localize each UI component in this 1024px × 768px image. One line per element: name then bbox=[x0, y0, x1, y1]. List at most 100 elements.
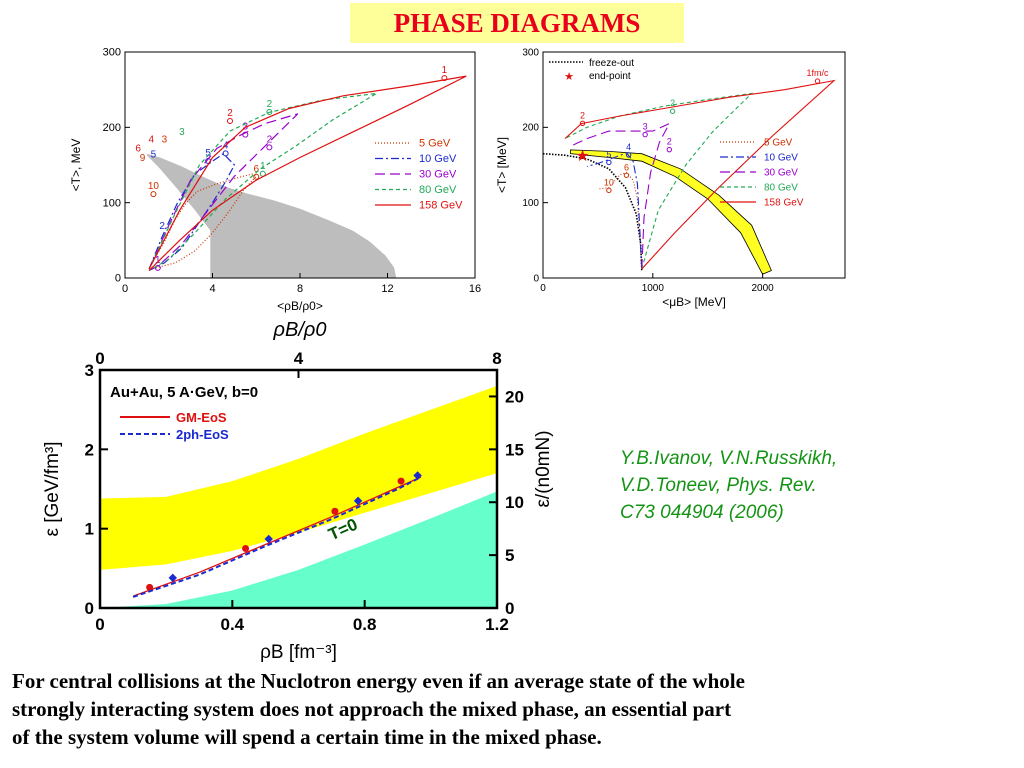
time-label: 2 bbox=[227, 108, 233, 119]
series-line bbox=[564, 79, 836, 270]
time-label: 4 bbox=[148, 134, 154, 145]
top-tick-label: 4 bbox=[294, 349, 304, 368]
right-tick-label: 10 bbox=[505, 493, 524, 512]
y-tick-label: 3 bbox=[85, 361, 94, 380]
legend-label: 10 GeV bbox=[764, 152, 798, 163]
y-tick-label: 1 bbox=[85, 520, 94, 539]
legend-label: 80 GeV bbox=[764, 182, 798, 193]
right-tick-label: 0 bbox=[505, 599, 514, 618]
mixed-phase-band bbox=[570, 149, 772, 275]
series-line bbox=[570, 122, 671, 270]
legend-label: end-point bbox=[589, 71, 631, 82]
data-point bbox=[625, 152, 632, 158]
y-tick-label: 200 bbox=[522, 123, 539, 134]
series-line bbox=[148, 152, 236, 272]
data-point bbox=[397, 477, 405, 485]
time-label: 1fm/c bbox=[807, 68, 830, 78]
time-label: 6 bbox=[624, 162, 629, 172]
time-label: 3 bbox=[643, 122, 648, 132]
data-point bbox=[264, 534, 273, 544]
chart-title: Au+Au, 5 A·GeV, b=0 bbox=[110, 384, 258, 401]
y2-axis-label: ε/(n0mN) bbox=[533, 430, 554, 507]
data-point bbox=[253, 173, 260, 180]
chart-mu-temperature: 6 10 4 5 3 2 2 1fm/c 2 ★ 0 1000 2000 0 100 200 300 freeze… bbox=[495, 47, 846, 309]
data-point bbox=[441, 75, 448, 82]
x-tick-label: 16 bbox=[469, 283, 481, 295]
data-point bbox=[266, 144, 273, 151]
data-point bbox=[146, 583, 154, 591]
legend-label: 5 GeV bbox=[419, 138, 451, 150]
legend-label: freeze-out bbox=[589, 58, 634, 69]
top-tick-label: 8 bbox=[492, 349, 501, 368]
data-point bbox=[606, 159, 612, 166]
caption-line: For central collisions at the Nuclotron … bbox=[12, 669, 745, 693]
x-tick-label: 0 bbox=[95, 615, 104, 634]
time-label: 10 bbox=[148, 181, 160, 192]
citation-line: C73 044904 (2006) bbox=[620, 502, 784, 523]
y-tick-label: 2 bbox=[85, 440, 94, 459]
time-label: 10 bbox=[604, 177, 614, 187]
x-axis-label: ρB [fm⁻³] bbox=[260, 642, 337, 663]
data-point bbox=[154, 264, 161, 271]
y-tick-label: 0 bbox=[85, 599, 94, 618]
legend-star: ★ bbox=[564, 71, 574, 83]
x-tick-label: 0.4 bbox=[221, 615, 245, 634]
time-label: 5 bbox=[151, 149, 157, 160]
freeze-out-line bbox=[542, 152, 643, 271]
time-label: 5 bbox=[606, 149, 611, 159]
time-label: 1 bbox=[155, 255, 161, 266]
x-tick-label: 2000 bbox=[752, 283, 775, 294]
time-label: 2 bbox=[670, 98, 675, 108]
y-tick-label: 200 bbox=[103, 122, 121, 134]
right-tick-label: 15 bbox=[505, 440, 524, 459]
legend-label: 30 GeV bbox=[764, 167, 798, 178]
hadronic-band bbox=[100, 385, 497, 570]
y-tick-label: 0 bbox=[533, 273, 539, 284]
caption-line: strongly interacting system does not app… bbox=[12, 697, 732, 721]
y-tick-label: 300 bbox=[103, 47, 121, 59]
time-label: 2 bbox=[267, 134, 273, 145]
data-point bbox=[413, 471, 422, 480]
x-tick-label: 1.2 bbox=[485, 615, 509, 634]
data-point bbox=[222, 150, 229, 157]
x-tick-label: 0.8 bbox=[353, 615, 377, 634]
time-label: 9 bbox=[140, 153, 146, 164]
series-line bbox=[150, 173, 258, 270]
legend-label: GM-EoS bbox=[176, 410, 227, 425]
plot-frame bbox=[542, 51, 846, 279]
series-line bbox=[148, 92, 377, 272]
mixed-phase-region bbox=[146, 153, 397, 278]
data-point bbox=[642, 131, 648, 138]
time-label: 2 bbox=[267, 99, 273, 110]
data-point bbox=[669, 108, 676, 114]
caption-line: of the system volume will spend a certai… bbox=[12, 725, 602, 749]
y-tick-label: 300 bbox=[522, 47, 539, 58]
caption: For central collisions at the Nuclotron … bbox=[12, 667, 1017, 751]
x-tick-label: 8 bbox=[297, 283, 303, 295]
data-point bbox=[606, 187, 612, 194]
legend-label: 30 GeV bbox=[419, 169, 457, 181]
data-point bbox=[623, 172, 630, 178]
citation-line: Y.B.Ivanov, V.N.Russkikh, bbox=[620, 448, 838, 469]
data-point bbox=[814, 78, 821, 84]
x-axis-label: <ρB/ρ0> bbox=[277, 299, 323, 313]
data-point bbox=[242, 131, 249, 138]
y-axis-label: <T> [MeV] bbox=[495, 137, 509, 193]
time-label: 2 bbox=[159, 221, 165, 232]
time-label: 6 bbox=[253, 164, 259, 175]
legend-label: 80 GeV bbox=[419, 184, 457, 196]
y-tick-label: 100 bbox=[522, 198, 539, 209]
legend-label: 158 GeV bbox=[419, 200, 463, 212]
right-tick-label: 20 bbox=[505, 387, 524, 406]
legend-label: 158 GeV bbox=[764, 197, 804, 208]
data-point bbox=[150, 191, 157, 198]
time-label: 1 bbox=[260, 161, 266, 172]
data-point bbox=[227, 118, 233, 125]
data-point bbox=[266, 108, 273, 115]
right-tick-label: 5 bbox=[505, 546, 514, 565]
x-tick-label: 4 bbox=[209, 283, 215, 295]
data-point bbox=[242, 545, 250, 552]
y-tick-label: 100 bbox=[103, 197, 121, 209]
